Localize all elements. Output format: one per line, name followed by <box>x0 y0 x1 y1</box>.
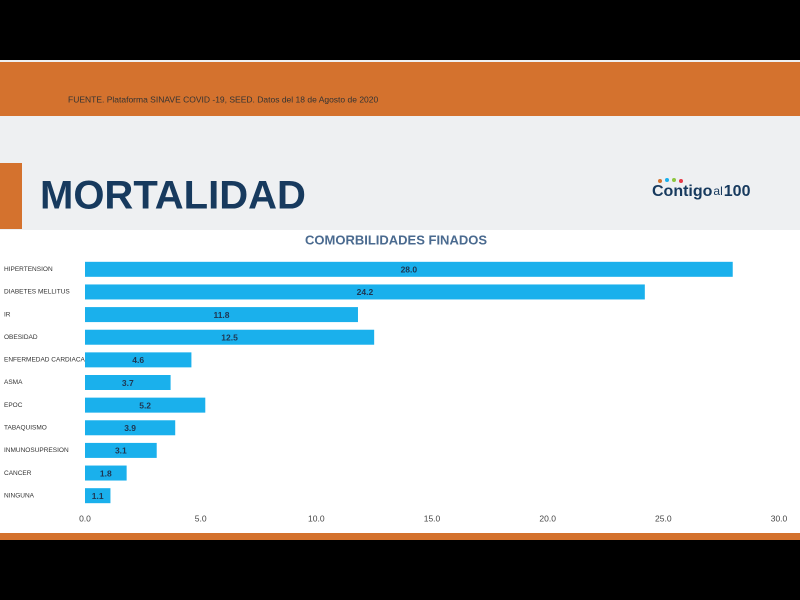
source-text: FUENTE. Plataforma SINAVE COVID -19, SEE… <box>68 94 379 104</box>
bar <box>85 397 206 413</box>
title-accent <box>0 163 22 229</box>
y-tick-label: CANCER <box>4 470 32 477</box>
chart-title: COMORBILIDADES FINADOS <box>305 232 487 247</box>
footer-band <box>0 533 800 540</box>
value-label: 3.1 <box>115 446 127 456</box>
bar <box>85 488 111 504</box>
x-tick-label: 30.0 <box>771 513 788 523</box>
logo-part: 100 <box>724 183 751 200</box>
bar <box>85 465 127 481</box>
value-label: 1.8 <box>100 468 112 478</box>
bar <box>85 420 176 436</box>
value-label: 12.5 <box>221 332 238 342</box>
y-tick-label: OBESIDAD <box>4 334 38 341</box>
value-label: 3.9 <box>124 423 136 433</box>
logo-dot <box>658 179 662 183</box>
bar <box>85 329 375 345</box>
bar <box>85 352 192 368</box>
y-tick-label: ENFERMEDAD CARDIACA <box>4 357 86 364</box>
header-band <box>0 62 800 116</box>
value-label: 1.1 <box>92 491 104 501</box>
value-label: 3.7 <box>122 378 134 388</box>
y-tick-label: IR <box>4 311 11 318</box>
x-tick-label: 0.0 <box>79 513 91 523</box>
logo: Contigoal100 <box>652 178 751 200</box>
y-tick-label: NINGUNA <box>4 492 35 499</box>
x-tick-label: 15.0 <box>424 513 441 523</box>
bar <box>85 442 157 458</box>
logo-dot <box>679 179 683 183</box>
x-tick-label: 10.0 <box>308 513 325 523</box>
y-tick-label: DIABETES MELLITUS <box>4 289 70 296</box>
y-tick-label: INMUNOSUPRESION <box>4 447 69 454</box>
bar <box>85 261 733 277</box>
x-tick-label: 20.0 <box>539 513 556 523</box>
bar <box>85 284 645 300</box>
y-tick-label: ASMA <box>4 379 23 386</box>
value-label: 11.8 <box>213 310 229 320</box>
y-tick-label: TABAQUISMO <box>4 424 47 431</box>
value-label: 24.2 <box>357 287 374 297</box>
bar <box>85 307 358 323</box>
logo-text: Contigoal100 <box>652 183 751 200</box>
y-tick-label: HIPERTENSION <box>4 266 53 273</box>
logo-part: Contigo <box>652 183 713 200</box>
value-label: 4.6 <box>132 355 144 365</box>
x-tick-label: 25.0 <box>655 513 672 523</box>
logo-part: al <box>713 184 722 198</box>
y-tick-label: EPOC <box>4 402 23 409</box>
x-tick-label: 5.0 <box>195 513 207 523</box>
logo-dot <box>665 178 669 182</box>
value-label: 5.2 <box>139 400 151 410</box>
page-title: MORTALIDAD <box>40 174 306 218</box>
logo-dot <box>672 178 676 182</box>
value-label: 28.0 <box>401 265 418 275</box>
bar <box>85 375 171 390</box>
